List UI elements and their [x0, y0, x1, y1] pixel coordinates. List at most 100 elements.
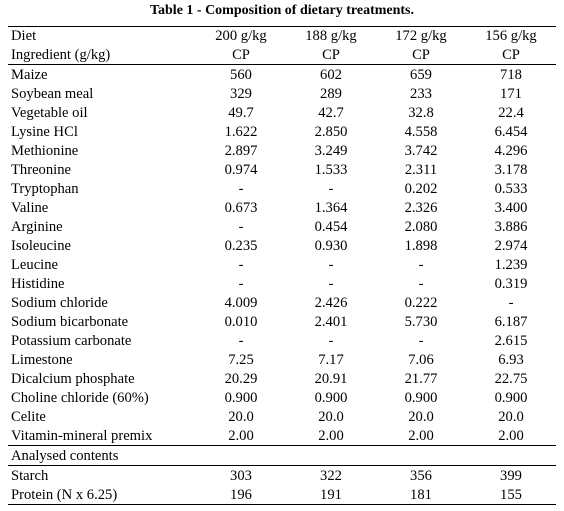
- value-cell: 7.06: [408, 351, 434, 368]
- diet-label: Diet: [8, 26, 196, 45]
- row-label: Soybean meal: [11, 85, 94, 102]
- value-cell: 2.401: [314, 313, 348, 330]
- value-cell: 1.364: [314, 199, 348, 216]
- ingredient-rows: Maize 560 602 659 718 Soybean meal 329 289 233 17…: [8, 65, 556, 446]
- value-cell: 0.010: [224, 313, 258, 330]
- value-cell: 0.930: [314, 237, 348, 254]
- row-label: Leucine: [11, 256, 58, 273]
- treatment-unit-1: CP: [196, 45, 286, 65]
- value-cell: 2.326: [404, 199, 438, 216]
- value-cell: 2.080: [404, 218, 438, 235]
- value-cell: -: [328, 180, 334, 197]
- analysed-row: Protein (N x 6.25) 196 191 181 155: [8, 485, 556, 505]
- value-cell: -: [328, 275, 334, 292]
- value-cell: 196: [196, 485, 286, 505]
- value-cell: 0.900: [224, 389, 258, 406]
- ingredient-row: Isoleucine 0.235 0.930 1.898 2.974: [8, 236, 556, 255]
- value-cell: 0.222: [404, 294, 438, 311]
- treatment-level-2: 188 g/kg: [286, 26, 376, 45]
- row-label: Maize: [11, 66, 48, 83]
- value-cell: 0.533: [494, 180, 528, 197]
- value-cell: 171: [500, 85, 522, 102]
- value-cell: 3.400: [494, 199, 528, 216]
- treatment-unit-4: CP: [466, 45, 556, 65]
- row-label: Sodium chloride: [11, 294, 108, 311]
- ingredient-row: Celite 20.0 20.0 20.0 20.0: [8, 407, 556, 426]
- value-cell: 0.319: [494, 275, 528, 292]
- row-label: Isoleucine: [11, 237, 71, 254]
- value-cell: 6.454: [494, 123, 528, 140]
- value-cell: 2.00: [376, 426, 466, 446]
- value-cell: 0.900: [404, 389, 438, 406]
- row-label: Histidine: [11, 275, 65, 292]
- value-cell: 20.0: [228, 408, 254, 425]
- ingredient-row: Histidine - - - 0.319: [8, 274, 556, 293]
- value-cell: 0.454: [314, 218, 348, 235]
- value-cell: 3.178: [494, 161, 528, 178]
- ingredient-row: Potassium carbonate - - - 2.615: [8, 331, 556, 350]
- row-label: Celite: [11, 408, 46, 425]
- value-cell: 718: [500, 66, 522, 83]
- value-cell: 399: [500, 467, 522, 484]
- value-cell: 155: [466, 485, 556, 505]
- value-cell: 20.0: [408, 408, 434, 425]
- analysed-section-label: Analysed contents: [8, 445, 556, 466]
- value-cell: 2.00: [466, 426, 556, 446]
- value-cell: -: [328, 256, 334, 273]
- ingredient-row: Dicalcium phosphate 20.29 20.91 21.77 22.75: [8, 369, 556, 388]
- ingredient-row: Soybean meal 329 289 233 171: [8, 84, 556, 103]
- value-cell: -: [418, 332, 424, 349]
- value-cell: 22.75: [494, 370, 528, 387]
- row-label: Potassium carbonate: [11, 332, 132, 349]
- analysed-rows: Starch 303 322 356 399 Protein (N x 6.25) 196 1…: [8, 466, 556, 505]
- value-cell: 2.00: [286, 426, 376, 446]
- row-label: Limestone: [11, 351, 73, 368]
- value-cell: 22.4: [498, 104, 524, 121]
- value-cell: 659: [410, 66, 432, 83]
- row-label: Lysine HCl: [11, 123, 78, 140]
- treatment-level-1: 200 g/kg: [196, 26, 286, 45]
- value-cell: 2.311: [404, 161, 438, 178]
- value-cell: 5.730: [404, 313, 438, 330]
- value-cell: -: [418, 275, 424, 292]
- table-header: Diet 200 g/kg 188 g/kg 172 g/kg 156 g/kg…: [8, 26, 556, 65]
- ingredient-row: Tryptophan - - 0.202 0.533: [8, 179, 556, 198]
- value-cell: 0.202: [404, 180, 438, 197]
- value-cell: 3.886: [494, 218, 528, 235]
- value-cell: 20.91: [314, 370, 348, 387]
- ingredient-row: Arginine - 0.454 2.080 3.886: [8, 217, 556, 236]
- value-cell: 6.93: [498, 351, 524, 368]
- value-cell: 2.426: [314, 294, 348, 311]
- value-cell: 0.974: [224, 161, 258, 178]
- value-cell: 1.239: [494, 256, 528, 273]
- row-label: Methionine: [11, 142, 79, 159]
- value-cell: 20.0: [498, 408, 524, 425]
- value-cell: 4.296: [494, 142, 528, 159]
- value-cell: 322: [320, 467, 342, 484]
- value-cell: -: [238, 256, 244, 273]
- row-label: Threonine: [11, 161, 71, 178]
- value-cell: 20.0: [318, 408, 344, 425]
- ingredient-row: Threonine 0.974 1.533 2.311 3.178: [8, 160, 556, 179]
- value-cell: 2.00: [196, 426, 286, 446]
- ingredient-row: Vegetable oil 49.7 42.7 32.8 22.4: [8, 103, 556, 122]
- treatment-unit-3: CP: [376, 45, 466, 65]
- value-cell: 2.850: [314, 123, 348, 140]
- value-cell: 329: [230, 85, 252, 102]
- value-cell: 32.8: [408, 104, 434, 121]
- ingredient-row: Sodium bicarbonate 0.010 2.401 5.730 6.187: [8, 312, 556, 331]
- value-cell: 4.009: [224, 294, 258, 311]
- value-cell: -: [238, 275, 244, 292]
- value-cell: -: [508, 294, 514, 311]
- value-cell: 289: [320, 85, 342, 102]
- value-cell: 356: [410, 467, 432, 484]
- value-cell: 21.77: [404, 370, 438, 387]
- ingredient-row: Lysine HCl 1.622 2.850 4.558 6.454: [8, 122, 556, 141]
- ingredient-row: Methionine 2.897 3.249 3.742 4.296: [8, 141, 556, 160]
- row-label: Vitamin-mineral premix: [8, 426, 196, 446]
- value-cell: -: [238, 180, 244, 197]
- value-cell: 191: [286, 485, 376, 505]
- table-caption: Table 1 - Composition of dietary treatme…: [149, 3, 415, 18]
- ingredient-row: Leucine - - - 1.239: [8, 255, 556, 274]
